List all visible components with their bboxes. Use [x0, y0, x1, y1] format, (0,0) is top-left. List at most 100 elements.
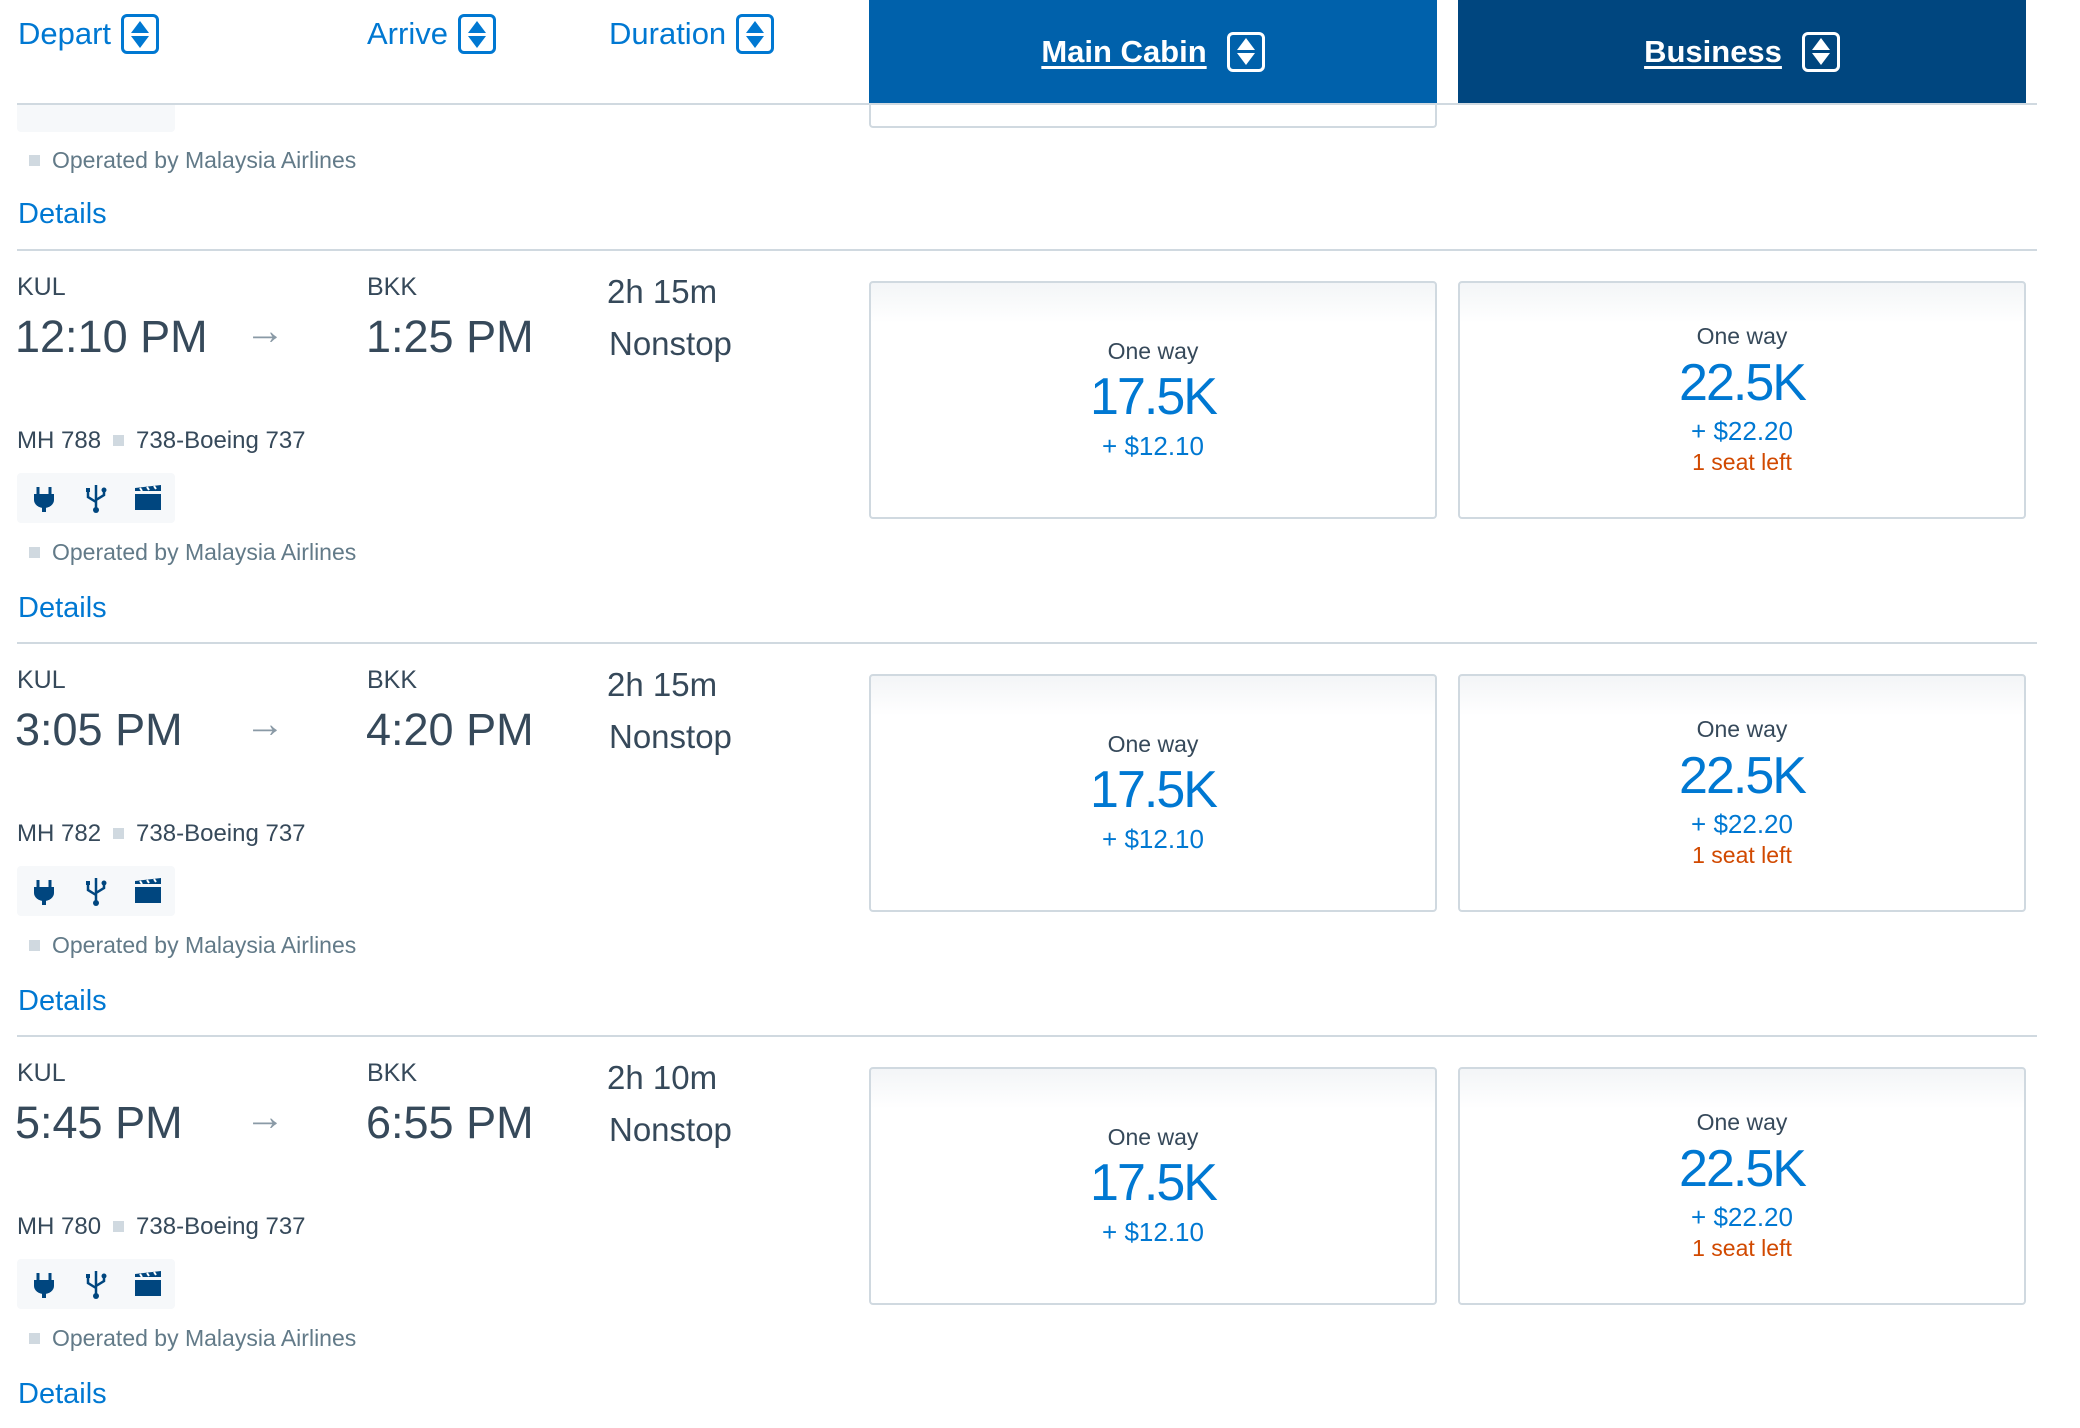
- fee: + $22.20: [1691, 416, 1793, 446]
- fee: + $22.20: [1691, 1202, 1793, 1232]
- power-icon: [34, 487, 54, 512]
- arrow-right-icon: →: [245, 1095, 285, 1139]
- entertainment-icon: [135, 1271, 161, 1296]
- depart-time: 3:05 PM: [15, 704, 183, 755]
- main-cabin-label: Main Cabin: [1041, 33, 1207, 69]
- operated-by-text: Operated by Malaysia Airlines: [52, 539, 357, 565]
- power-icon: [34, 880, 54, 905]
- main-cabin-fare-card[interactable]: One way 17.5K + $12.10: [869, 1067, 1437, 1305]
- sort-icon: [457, 14, 496, 54]
- aircraft: 738-Boeing 737: [136, 820, 306, 847]
- main-cabin-card-partial[interactable]: [869, 90, 1437, 128]
- sort-arrive-button[interactable]: Arrive: [367, 14, 496, 54]
- main-cabin-fare-card[interactable]: One way 17.5K + $12.10: [869, 281, 1437, 519]
- flight-number: MH 782: [17, 820, 102, 847]
- row-divider: [17, 1035, 2037, 1037]
- stops: Nonstop: [609, 718, 732, 755]
- business-label: Business: [1644, 33, 1782, 69]
- operated-by-text: Operated by Malaysia Airlines: [52, 932, 357, 958]
- header-divider: [17, 103, 2037, 105]
- seats-left: 1 seat left: [1692, 449, 1792, 475]
- row-divider: [17, 642, 2037, 644]
- seats-left: 1 seat left: [1692, 842, 1792, 868]
- operated-by-text: Operated by Malaysia Airlines: [52, 147, 357, 173]
- power-icon: [34, 1273, 54, 1298]
- fee: + $22.20: [1691, 809, 1793, 839]
- operated-by: Operated by Malaysia Airlines: [17, 539, 356, 566]
- operated-by-text: Operated by Malaysia Airlines: [52, 1325, 357, 1351]
- stops: Nonstop: [609, 325, 732, 362]
- business-fare-card[interactable]: One way 22.5K + $22.20 1 seat left: [1458, 674, 2026, 912]
- fee: + $12.10: [1102, 431, 1204, 461]
- stops: Nonstop: [609, 1111, 732, 1148]
- sort-icon: [1801, 31, 1840, 72]
- sort-main-cabin-button[interactable]: Main Cabin: [869, 0, 1437, 103]
- duration-label: Duration: [609, 16, 727, 51]
- sort-business-button[interactable]: Business: [1458, 0, 2026, 103]
- depart-label: Depart: [18, 16, 112, 51]
- main-cabin-fare-card[interactable]: One way 17.5K + $12.10: [869, 674, 1437, 912]
- details-link[interactable]: Details: [18, 985, 107, 1017]
- arrow-right-icon: →: [245, 309, 285, 353]
- duration: 2h 15m: [607, 273, 718, 310]
- usb-icon: [86, 485, 107, 513]
- origin-code: KUL: [17, 666, 66, 694]
- sort-duration-button[interactable]: Duration: [609, 14, 775, 54]
- operated-by: Operated by Malaysia Airlines: [17, 932, 356, 959]
- flight-number: MH 780: [17, 1213, 102, 1240]
- amenity-icons: [17, 1259, 175, 1309]
- trip-type: One way: [1696, 1109, 1788, 1135]
- fee: + $12.10: [1102, 824, 1204, 854]
- destination-code: BKK: [367, 1059, 418, 1087]
- row-divider: [17, 249, 2037, 251]
- entertainment-icon: [135, 485, 161, 510]
- trip-type: One way: [1107, 338, 1199, 364]
- miles-price: 22.5K: [1679, 1140, 1807, 1198]
- operated-by: Operated by Malaysia Airlines: [17, 147, 356, 174]
- destination-code: BKK: [367, 666, 418, 694]
- arrow-right-icon: →: [245, 702, 285, 746]
- trip-type: One way: [1107, 731, 1199, 757]
- depart-time: 5:45 PM: [15, 1097, 183, 1148]
- flight-row: KUL 12:10 PM → BKK 1:25 PM 2h 15m Nonsto…: [0, 249, 2080, 642]
- trip-type: One way: [1696, 323, 1788, 349]
- origin-code: KUL: [17, 273, 66, 301]
- usb-icon: [86, 878, 107, 906]
- operated-by: Operated by Malaysia Airlines: [17, 1325, 356, 1352]
- miles-price: 17.5K: [1090, 368, 1218, 426]
- flight-info: MH 788 738-Boeing 737: [17, 427, 306, 455]
- duration: 2h 15m: [607, 666, 718, 703]
- usb-icon: [86, 1271, 107, 1299]
- business-fare-card[interactable]: One way 22.5K + $22.20 1 seat left: [1458, 281, 2026, 519]
- amenity-icons: [17, 866, 175, 916]
- miles-price: 22.5K: [1679, 354, 1807, 412]
- flight-row: KUL 3:05 PM → BKK 4:20 PM 2h 15m Nonstop…: [0, 642, 2080, 1035]
- seats-left: 1 seat left: [1692, 1235, 1792, 1261]
- arrive-time: 4:20 PM: [366, 704, 534, 755]
- flight-row: KUL 5:45 PM → BKK 6:55 PM 2h 10m Nonstop…: [0, 1035, 2080, 1428]
- sort-icon: [1226, 31, 1265, 72]
- sort-icon: [121, 14, 160, 54]
- details-link[interactable]: Details: [18, 1378, 107, 1410]
- entertainment-icon: [135, 878, 161, 903]
- flight-info: MH 782 738-Boeing 737: [17, 820, 306, 848]
- amenity-icons: [17, 473, 175, 523]
- destination-code: BKK: [367, 273, 418, 301]
- trip-type: One way: [1696, 716, 1788, 742]
- miles-price: 22.5K: [1679, 747, 1807, 805]
- sort-depart-button[interactable]: Depart: [18, 14, 160, 54]
- sort-icon: [736, 14, 775, 54]
- details-link[interactable]: Details: [18, 198, 107, 230]
- aircraft: 738-Boeing 737: [136, 427, 306, 454]
- flight-number: MH 788: [17, 427, 102, 454]
- arrive-time: 1:25 PM: [366, 311, 534, 362]
- flight-info: MH 780 738-Boeing 737: [17, 1213, 306, 1241]
- fee: + $12.10: [1102, 1217, 1204, 1247]
- aircraft: 738-Boeing 737: [136, 1213, 306, 1240]
- origin-code: KUL: [17, 1059, 66, 1087]
- depart-time: 12:10 PM: [15, 311, 208, 362]
- business-fare-card[interactable]: One way 22.5K + $22.20 1 seat left: [1458, 1067, 2026, 1305]
- arrive-label: Arrive: [367, 16, 448, 51]
- details-link[interactable]: Details: [18, 592, 107, 624]
- duration: 2h 10m: [607, 1059, 718, 1096]
